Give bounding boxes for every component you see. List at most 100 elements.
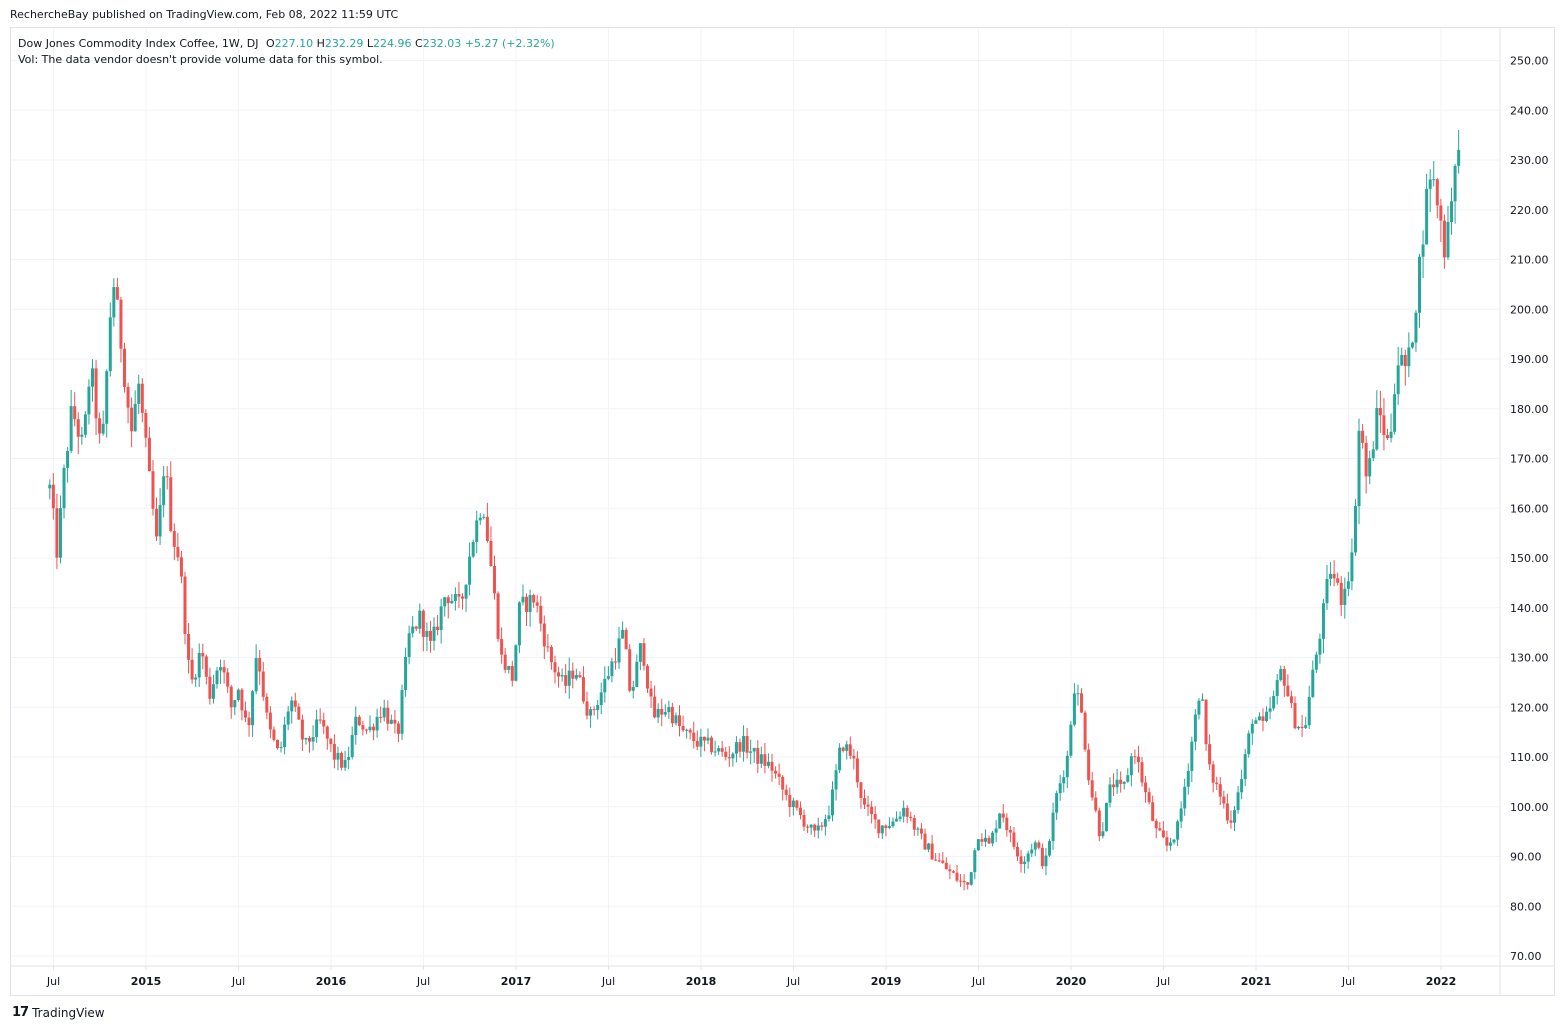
candle	[1297, 725, 1301, 731]
candle	[1442, 214, 1446, 269]
candle	[1282, 665, 1286, 697]
candle-body	[1418, 256, 1422, 313]
candle-body	[1129, 756, 1133, 776]
candle	[752, 747, 756, 763]
candle	[162, 466, 166, 518]
candle-body	[1115, 779, 1119, 788]
candle	[489, 526, 493, 567]
candle	[311, 725, 315, 751]
candle-body	[496, 593, 500, 639]
candle-body	[1453, 165, 1457, 202]
candle	[183, 571, 187, 645]
candle-body	[247, 717, 251, 726]
candle	[688, 728, 692, 740]
candle	[457, 582, 461, 609]
candle	[1439, 198, 1443, 243]
candle	[987, 835, 991, 845]
candle-body	[1240, 779, 1244, 793]
candle	[1368, 450, 1372, 485]
candle-body	[119, 299, 123, 349]
candle	[1428, 169, 1432, 212]
candle	[482, 513, 486, 520]
candle	[571, 662, 575, 689]
candle	[656, 703, 660, 724]
candle-body	[460, 596, 464, 599]
candle-body	[1033, 842, 1037, 850]
candle	[1371, 441, 1375, 462]
candle	[1343, 577, 1347, 619]
gridlines	[11, 28, 1500, 966]
candle-body	[272, 729, 276, 740]
candle	[1389, 413, 1393, 443]
candle	[891, 817, 895, 828]
candle	[610, 657, 614, 683]
candle-body	[1435, 179, 1439, 206]
candle	[55, 493, 59, 570]
tradingview-brand[interactable]: 17 TradingView	[12, 1005, 105, 1020]
candle-body	[859, 782, 863, 799]
candle-body	[450, 600, 454, 604]
candle	[1293, 696, 1297, 730]
candle	[596, 699, 600, 720]
candle-body	[994, 828, 998, 833]
candle	[130, 397, 134, 448]
candles	[48, 130, 1461, 891]
candle	[343, 750, 347, 771]
y-tick-label: 210.00	[1510, 254, 1549, 267]
candle	[1357, 418, 1361, 525]
candle	[866, 795, 870, 816]
candle	[197, 643, 201, 687]
candle	[503, 647, 507, 674]
x-tick-label: Jul	[601, 975, 615, 988]
candle-body	[325, 726, 329, 739]
candle	[169, 461, 173, 533]
candle	[336, 746, 340, 771]
y-tick-label: 150.00	[1510, 552, 1549, 565]
candle	[994, 820, 998, 843]
candle-body	[372, 726, 376, 731]
candle-body	[624, 629, 628, 650]
candle	[1048, 839, 1052, 858]
candle	[1108, 777, 1112, 808]
candle	[428, 620, 432, 653]
candle	[194, 674, 198, 687]
candle	[1211, 760, 1215, 793]
candle	[471, 539, 475, 558]
candle	[578, 671, 582, 679]
candle	[820, 821, 824, 831]
candle	[393, 710, 397, 734]
y-tick-label: 180.00	[1510, 403, 1549, 416]
candle	[1325, 565, 1329, 610]
candle	[1329, 562, 1333, 586]
candle	[414, 625, 418, 632]
candle-body	[69, 406, 73, 451]
candle-body	[361, 725, 365, 730]
candle-body	[219, 667, 223, 671]
candle	[1336, 572, 1340, 586]
x-tick-label: 2016	[316, 975, 347, 988]
candle-body	[432, 626, 436, 641]
candle-body	[1040, 847, 1044, 867]
candle-body	[1101, 831, 1105, 837]
candle-body	[354, 716, 358, 736]
candle-body	[1176, 821, 1180, 840]
candle	[140, 378, 144, 423]
candle-body	[1229, 820, 1233, 823]
candle	[361, 720, 365, 736]
candle-body	[535, 602, 539, 606]
candle-body	[1393, 394, 1397, 432]
candle-body	[112, 287, 116, 318]
candle-body	[987, 837, 991, 844]
candle	[151, 460, 155, 516]
candle-body	[1279, 668, 1283, 681]
candle	[1218, 777, 1222, 805]
candle	[318, 708, 322, 724]
candle	[396, 721, 400, 743]
candle	[887, 817, 891, 830]
candle	[517, 601, 521, 654]
candle	[702, 736, 706, 752]
high-label: H	[316, 37, 325, 50]
candle	[432, 617, 436, 651]
candle	[592, 706, 596, 716]
